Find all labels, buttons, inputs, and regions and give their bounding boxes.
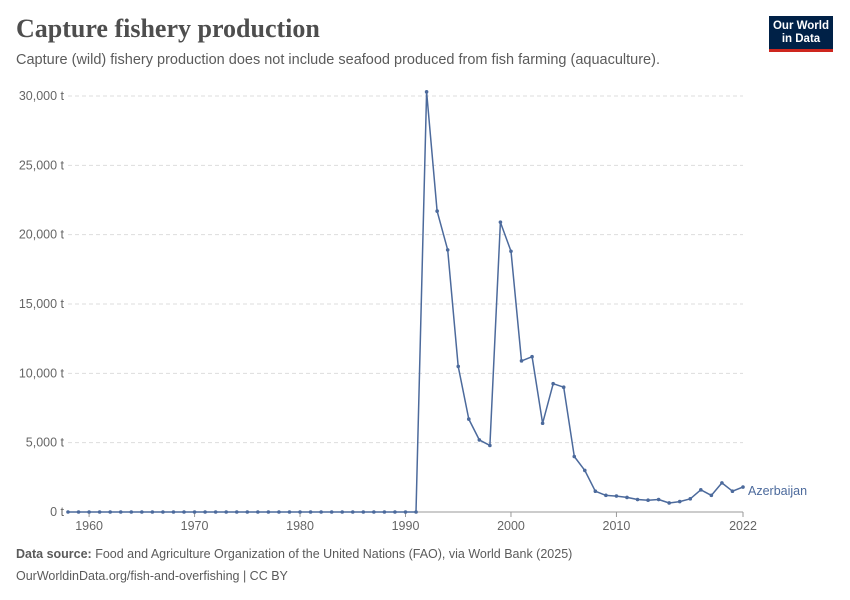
data-point[interactable] — [414, 510, 418, 514]
data-point[interactable] — [561, 385, 566, 390]
data-point[interactable] — [614, 494, 619, 498]
data-point[interactable] — [593, 489, 598, 494]
data-point[interactable] — [572, 454, 577, 459]
chart-title: Capture fishery production — [16, 14, 320, 43]
data-point[interactable] — [677, 499, 682, 504]
data-point[interactable] — [298, 510, 302, 514]
y-tick-label: 10,000 t — [19, 366, 65, 380]
data-point[interactable] — [530, 354, 534, 359]
x-tick-label: 1960 — [75, 519, 103, 533]
y-tick-label: 20,000 t — [19, 228, 65, 242]
data-point[interactable] — [287, 510, 292, 514]
y-gridlines — [68, 95, 743, 444]
data-point[interactable] — [435, 209, 439, 213]
series-label[interactable]: Azerbaijan — [748, 484, 807, 498]
data-point[interactable] — [350, 510, 355, 514]
data-point[interactable] — [456, 364, 461, 369]
data-point[interactable] — [646, 498, 650, 503]
data-point[interactable] — [498, 220, 503, 224]
logo-line-1: Our World — [772, 20, 829, 32]
data-point[interactable] — [108, 510, 112, 514]
x-tick-label: 1970 — [181, 519, 209, 533]
data-point[interactable] — [213, 510, 218, 514]
data-point[interactable] — [140, 510, 144, 514]
data-point[interactable] — [625, 495, 629, 500]
data-point[interactable] — [688, 497, 693, 501]
data-source: Data source: Food and Agriculture Organi… — [16, 547, 572, 561]
data-point[interactable] — [277, 510, 281, 514]
data-point[interactable] — [129, 510, 134, 514]
data-point[interactable] — [340, 510, 345, 514]
data-point[interactable] — [372, 510, 376, 514]
source-url[interactable]: OurWorldinData.org/fish-and-overfishing … — [16, 569, 288, 583]
x-tick-label: 2010 — [603, 519, 631, 533]
data-point[interactable] — [192, 510, 197, 514]
data-point[interactable] — [477, 438, 482, 442]
x-tick-label: 1990 — [392, 519, 420, 533]
data-point[interactable] — [245, 510, 250, 514]
data-point[interactable] — [319, 510, 323, 514]
x-tick-label: 2000 — [497, 519, 525, 533]
data-point[interactable] — [403, 510, 408, 514]
data-point[interactable] — [540, 421, 545, 426]
data-point[interactable] — [361, 510, 366, 514]
data-source-label: Data source: — [16, 547, 92, 561]
data-point[interactable] — [97, 510, 102, 514]
data-point[interactable] — [488, 443, 492, 448]
data-point[interactable] — [741, 485, 745, 489]
data-point[interactable] — [730, 489, 735, 494]
owid-logo[interactable]: Our World in Data — [769, 16, 833, 52]
y-tick-label: 5,000 t — [26, 436, 65, 450]
data-point[interactable] — [266, 510, 271, 514]
data-point[interactable] — [509, 249, 513, 254]
data-point[interactable] — [582, 468, 587, 473]
y-tick-label: 0 t — [50, 505, 64, 519]
x-tick-label: 1980 — [286, 519, 314, 533]
logo-line-2: in Data — [781, 33, 821, 45]
data-point[interactable] — [203, 510, 207, 514]
data-point[interactable] — [551, 381, 555, 386]
data-point[interactable] — [234, 510, 239, 514]
series-azerbaijan: Azerbaijan — [66, 90, 807, 514]
data-point[interactable] — [424, 90, 429, 94]
data-point[interactable] — [182, 510, 186, 514]
data-point[interactable] — [256, 510, 260, 514]
data-point[interactable] — [76, 510, 81, 514]
data-point[interactable] — [171, 510, 176, 514]
data-point[interactable] — [118, 510, 123, 514]
data-point[interactable] — [445, 248, 450, 252]
data-point[interactable] — [519, 359, 524, 363]
data-point[interactable] — [667, 501, 671, 505]
data-point[interactable] — [161, 510, 165, 514]
data-point[interactable] — [604, 493, 608, 498]
data-point[interactable] — [224, 510, 229, 514]
data-point[interactable] — [329, 510, 334, 514]
data-point[interactable] — [308, 510, 313, 514]
x-tick-label: 2022 — [729, 519, 757, 533]
data-point[interactable] — [635, 497, 640, 502]
data-point[interactable] — [466, 417, 471, 421]
y-tick-labels: 0 t 5,000 t 10,000 t 15,000 t 20,000 t 25,000… — [19, 89, 65, 519]
y-tick-label: 25,000 t — [19, 158, 65, 172]
series-line[interactable] — [68, 91, 744, 513]
data-point[interactable] — [150, 510, 155, 514]
data-source-text: Food and Agriculture Organization of the… — [95, 547, 573, 561]
chart-subtitle: Capture (wild) fishery production does n… — [16, 52, 660, 68]
data-point[interactable] — [66, 510, 70, 514]
y-tick-label: 30,000 t — [19, 89, 65, 103]
data-point[interactable] — [656, 497, 661, 502]
y-tick-label: 15,000 t — [19, 297, 65, 311]
data-point[interactable] — [699, 488, 703, 492]
x-axis: 1960 1970 1980 1990 2000 2010 2022 — [68, 511, 757, 533]
data-point[interactable] — [382, 510, 387, 514]
data-point[interactable] — [709, 493, 714, 498]
data-point[interactable] — [393, 510, 397, 514]
data-point[interactable] — [720, 481, 724, 485]
data-point[interactable] — [87, 510, 91, 514]
